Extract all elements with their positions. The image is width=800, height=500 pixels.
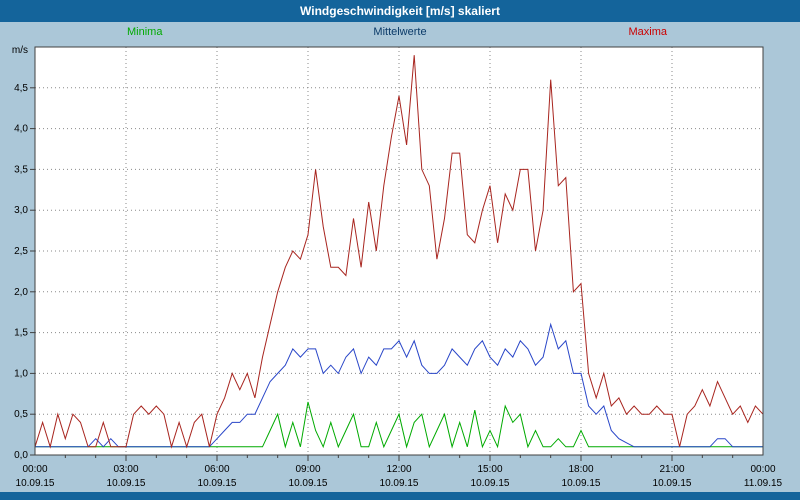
x-tick-date-label: 10.09.15 <box>16 478 55 489</box>
y-tick-label: 4,0 <box>14 124 28 135</box>
legend-minima-label: Minima <box>127 26 163 38</box>
y-tick-label: 2,0 <box>14 287 28 298</box>
y-tick-label: 1,0 <box>14 368 28 379</box>
x-tick-date-label: 10.09.15 <box>471 478 510 489</box>
x-tick-date-label: 10.09.15 <box>289 478 328 489</box>
y-tick-label: 0,5 <box>14 409 28 420</box>
y-tick-label: 1,5 <box>14 328 28 339</box>
legend-mittelwerte-label: Mittelwerte <box>373 26 427 38</box>
chart-legend: Minima Mittelwerte Maxima <box>0 26 800 42</box>
y-axis-unit-label: m/s <box>12 45 28 56</box>
x-tick-date-label: 11.09.15 <box>744 478 783 489</box>
x-axis-ticks <box>64 455 734 461</box>
x-tick-date-label: 10.09.15 <box>107 478 146 489</box>
y-tick-label: 2,5 <box>14 246 28 257</box>
x-tick-time-label: 18:00 <box>568 464 593 475</box>
x-tick-date-label: 10.09.15 <box>198 478 237 489</box>
chart-plot-area: 0,0 0,5 1,0 1,5 2,0 2,5 3,0 3,5 4,0 4,5 m/s 00:00 03… <box>12 45 783 489</box>
x-tick-date-label: 10.09.15 <box>653 478 692 489</box>
x-tick-date-label: 10.09.15 <box>562 478 601 489</box>
y-axis-labels: 0,0 0,5 1,0 1,5 2,0 2,5 3,0 3,5 4,0 4,5 <box>14 83 28 461</box>
x-tick-date-label: 10.09.15 <box>380 478 419 489</box>
legend-maxima-label: Maxima <box>628 26 667 38</box>
x-tick-time-label: 06:00 <box>204 464 229 475</box>
y-tick-label: 3,5 <box>14 164 28 175</box>
x-axis-dates: 10.09.15 10.09.15 10.09.15 10.09.15 10.09.15… <box>16 478 783 489</box>
x-tick-time-label: 00:00 <box>22 464 47 475</box>
x-axis-labels: 00:00 03:00 06:00 09:00 12:00 15:00 18:00 21:00… <box>22 464 775 475</box>
bottom-bar <box>0 492 800 500</box>
y-axis-ticks <box>30 87 35 456</box>
series-mittelwerte <box>35 322 763 448</box>
y-tick-label: 0,0 <box>14 450 28 461</box>
series-maxima <box>34 55 764 449</box>
x-tick-time-label: 15:00 <box>477 464 502 475</box>
y-tick-label: 3,0 <box>14 205 28 216</box>
x-tick-time-label: 21:00 <box>659 464 684 475</box>
y-tick-label: 4,5 <box>14 83 28 94</box>
grid-vertical <box>125 47 673 455</box>
x-tick-time-label: 12:00 <box>386 464 411 475</box>
x-tick-time-label: 03:00 <box>113 464 138 475</box>
chart-title: Windgeschwindigkeit [m/s] skaliert <box>0 0 800 22</box>
x-tick-time-label: 09:00 <box>295 464 320 475</box>
x-tick-time-label: 00:00 <box>750 464 775 475</box>
series-lines <box>34 55 764 449</box>
